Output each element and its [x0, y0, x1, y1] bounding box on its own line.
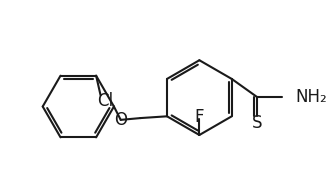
Text: NH₂: NH₂ [296, 88, 326, 106]
Text: O: O [114, 111, 127, 129]
Text: S: S [251, 114, 262, 132]
Text: F: F [195, 108, 204, 126]
Text: Cl: Cl [97, 92, 113, 110]
